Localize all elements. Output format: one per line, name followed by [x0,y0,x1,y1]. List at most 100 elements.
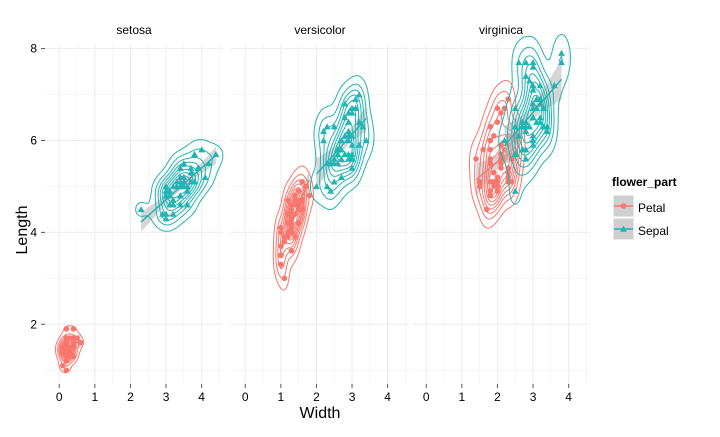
x-tick-label: 2 [494,390,501,404]
data-point-sepal [345,127,352,135]
data-point-petal [63,344,70,351]
data-point-petal [498,160,504,167]
data-point-petal [494,188,501,194]
facet-panel-virginica: virginica 0 1 2 3 4 [412,23,590,404]
y-axis-label: Length [14,206,31,255]
data-point-sepal [334,146,342,153]
x-tick-label: 2 [127,390,134,404]
data-point-petal [483,206,490,213]
data-point-sepal [169,196,177,203]
data-point-petal [494,119,501,125]
data-point-petal [498,110,504,116]
data-point-sepal [166,187,173,194]
y-axis: 2 4 6 8 [30,42,45,331]
data-point-sepal [533,95,540,102]
data-point-sepal [345,137,352,144]
data-point-sepal [330,123,338,130]
data-point-sepal [522,123,530,130]
y-tick-label: 2 [30,317,37,331]
data-point-sepal [515,132,523,139]
data-point-petal [278,243,284,249]
data-point-sepal [320,137,327,144]
data-point-sepal [173,183,181,190]
data-point-petal [505,179,511,185]
legend-title: flower_part [612,175,677,189]
data-point-sepal [543,123,551,130]
data-point-sepal [176,173,184,180]
facet-panels: setosa 0 1 2 3 4 versicolor 0 1 2 3 4 virginica 0 1 2 3 4 [45,23,590,404]
data-point-sepal [341,114,349,121]
data-point-petal [491,133,497,139]
data-point-sepal [529,63,537,70]
data-point-petal [288,220,295,226]
data-point-sepal [334,160,342,167]
data-point-sepal [526,77,533,84]
data-point-petal [476,183,483,190]
series-sepal-versicolor [310,75,375,210]
data-point-sepal [529,137,537,144]
data-point-sepal [533,118,540,125]
x-tick-label: 0 [423,390,430,404]
data-point-sepal [529,58,537,66]
x-tick-label: 1 [277,390,284,404]
series-petal-versicolor [272,165,314,291]
data-point-sepal [345,118,352,125]
data-point-petal [281,238,288,245]
data-point-petal [487,123,494,130]
data-point-sepal [529,100,537,107]
data-point-petal [63,349,70,355]
x-tick-label: 4 [384,390,391,404]
legend-label-petal: Petal [638,201,665,215]
data-point-petal [487,160,494,167]
data-point-sepal [348,141,356,148]
data-point-petal [299,206,306,213]
data-point-petal [288,247,295,254]
data-point-petal [292,234,298,240]
x-tick-label: 2 [313,390,320,404]
data-point-petal [63,358,70,364]
data-point-sepal [337,155,345,162]
data-point-sepal [176,178,184,185]
data-point-sepal [522,118,530,125]
legend-key-sepal [612,217,635,241]
data-point-petal [288,206,295,213]
data-point-petal [480,146,487,153]
data-point-petal [487,137,494,144]
data-point-sepal [320,127,327,135]
data-point-sepal [341,100,349,107]
data-point-petal [487,156,494,162]
data-point-sepal [355,91,363,98]
density-contour [135,139,224,232]
data-point-sepal [194,164,202,171]
data-point-sepal [327,187,335,194]
data-point-petal [295,220,302,226]
data-point-sepal [348,132,356,139]
data-point-petal [487,146,494,153]
legend: flower_part Petal Sepal [612,175,677,241]
data-point-petal [288,215,295,222]
data-point-sepal [348,164,356,171]
density-contour [318,83,370,200]
data-point-sepal [205,160,213,167]
density-contour [275,174,310,279]
x-tick-label: 4 [198,390,205,404]
data-point-petal [63,367,70,374]
density-contour [157,156,206,221]
x-tick-label: 4 [565,390,572,404]
data-point-sepal [341,150,349,157]
data-point-petal [74,335,80,341]
data-point-sepal [176,164,184,171]
data-point-petal [487,188,494,194]
x-tick-label: 3 [530,390,537,404]
data-point-petal [494,174,501,181]
data-point-sepal [330,155,338,162]
data-point-sepal [536,81,544,89]
data-point-sepal [551,81,558,89]
data-point-sepal [529,132,537,139]
data-point-sepal [187,169,195,176]
facet-label-virginica: virginica [479,23,523,37]
data-point-sepal [536,100,544,107]
data-point-petal [63,339,70,346]
data-point-petal [285,211,291,217]
